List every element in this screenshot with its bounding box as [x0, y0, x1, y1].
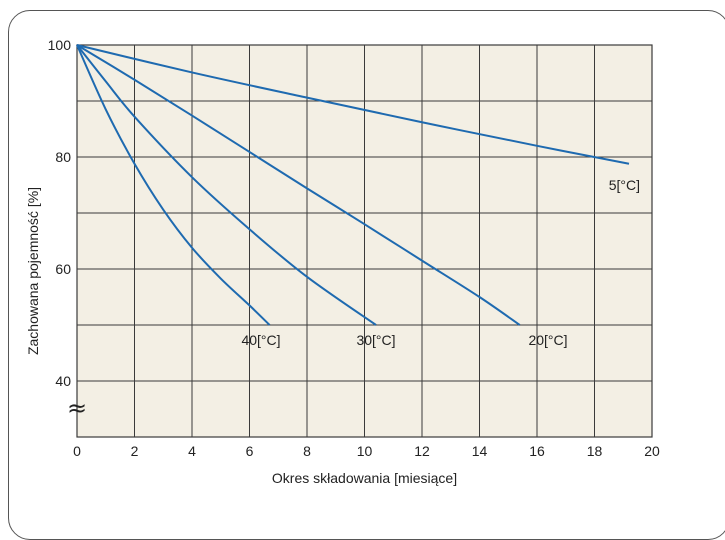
series-line-1 [76, 44, 521, 326]
series-label: 5[°C] [609, 177, 640, 193]
x-axis-label: Okres składowania [miesiące] [272, 470, 457, 486]
series-label: 30[°C] [356, 332, 395, 348]
x-tick-label: 4 [188, 443, 196, 459]
x-tick-label: 8 [303, 443, 311, 459]
x-tick-label: 16 [529, 443, 545, 459]
series-line-2 [76, 44, 377, 326]
y-tick-label: 60 [55, 261, 71, 277]
y-tick-label: 100 [48, 37, 72, 53]
series-layer: 5[°C] 20[°C] 30[°C] 40[°C] [76, 44, 640, 348]
y-tick-label: 40 [55, 373, 71, 389]
chart-svg: 5[°C] 20[°C] 30[°C] 40[°C] 0 2 4 6 8 10 12 14 16 18 2… [25, 37, 660, 486]
series-label: 20[°C] [528, 332, 567, 348]
x-tick-label: 2 [131, 443, 139, 459]
x-tick-label: 12 [414, 443, 430, 459]
series-line-3 [76, 44, 271, 326]
y-axis-label: Zachowana pojemność [%] [25, 187, 41, 355]
series-line-0 [76, 44, 630, 165]
y-tick-label: 80 [55, 149, 71, 165]
tick-labels: 0 2 4 6 8 10 12 14 16 18 20 40 60 80 100 [48, 37, 660, 459]
series-label: 40[°C] [241, 332, 280, 348]
x-tick-label: 0 [73, 443, 81, 459]
x-tick-label: 10 [357, 443, 373, 459]
x-tick-label: 6 [246, 443, 254, 459]
x-tick-label: 14 [472, 443, 488, 459]
x-tick-label: 18 [587, 443, 603, 459]
x-tick-label: 20 [644, 443, 660, 459]
axis-break-symbol: ≈ [67, 394, 87, 422]
